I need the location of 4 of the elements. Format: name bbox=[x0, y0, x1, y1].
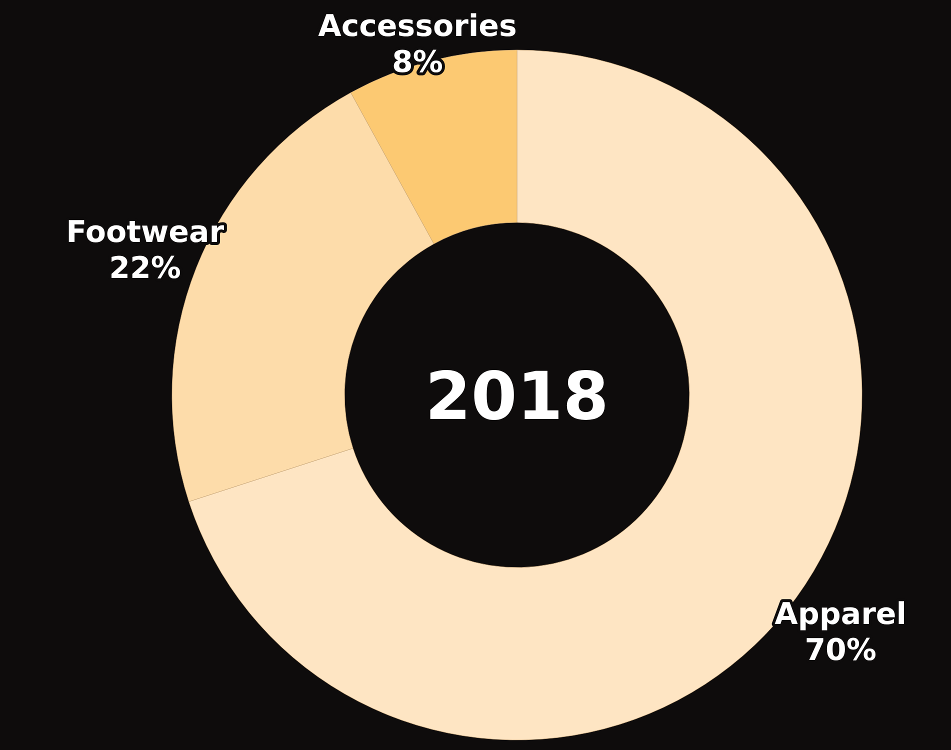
data-label: 22% bbox=[109, 250, 181, 286]
data-label: 70% bbox=[804, 633, 877, 668]
slice-label: Accessories bbox=[318, 9, 517, 44]
text: 2018 bbox=[425, 358, 609, 435]
